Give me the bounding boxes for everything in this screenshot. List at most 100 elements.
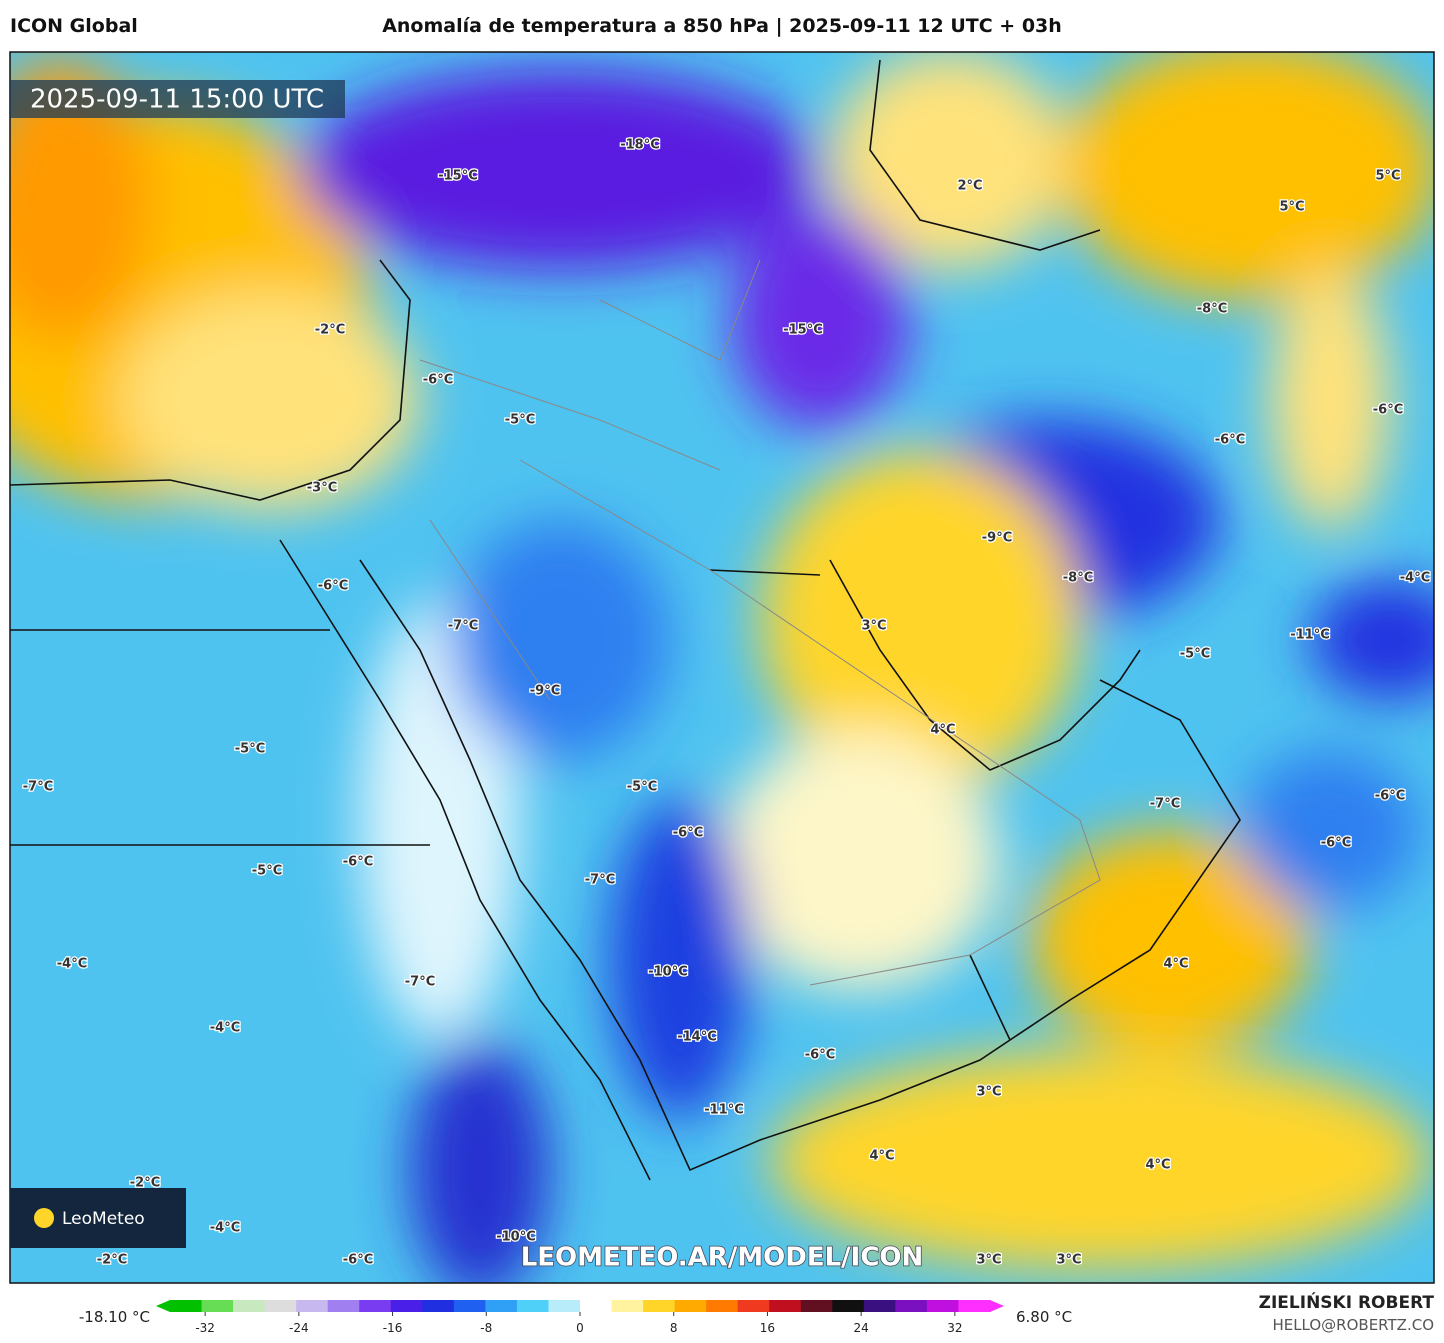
author: ZIELIŃSKI ROBERT: [1259, 1291, 1435, 1313]
colorbar-segment: [327, 1300, 360, 1312]
map-label: -6°C: [423, 373, 453, 388]
map-label: -6°C: [1321, 836, 1351, 851]
colorbar-segment: [706, 1300, 739, 1312]
map-label: -7°C: [405, 975, 435, 990]
map-label: -6°C: [1375, 789, 1405, 804]
map-label: -18°C: [620, 138, 660, 153]
map-label: -7°C: [585, 873, 615, 888]
colorbar-segment: [863, 1300, 896, 1312]
map-label: -8°C: [1197, 302, 1227, 317]
colorbar-segment: [264, 1300, 297, 1312]
colorbar-segment: [958, 1300, 991, 1312]
map-label: -5°C: [1180, 647, 1210, 662]
map-label: -5°C: [252, 864, 282, 879]
colorbar-segment: [453, 1300, 486, 1312]
map-label: 3°C: [976, 1253, 1001, 1268]
colorbar-max: 6.80 °C: [1016, 1308, 1072, 1326]
colorbar-segment: [800, 1300, 833, 1312]
colorbar-tick-label: 32: [947, 1321, 962, 1335]
map-label: 4°C: [1163, 957, 1188, 972]
map-label: 4°C: [930, 723, 955, 738]
map-label: -6°C: [318, 579, 348, 594]
colorbar-segment: [737, 1300, 770, 1312]
map-label: -6°C: [805, 1048, 835, 1063]
map-label: -15°C: [438, 169, 478, 184]
map-label: -11°C: [704, 1103, 744, 1118]
colorbar-segment: [580, 1300, 613, 1312]
map-label: 5°C: [1279, 200, 1304, 215]
colorbar-tick-label: -8: [480, 1321, 492, 1335]
colorbar-segment: [485, 1300, 518, 1312]
map-label: -8°C: [1063, 571, 1093, 586]
map-label: -4°C: [57, 957, 87, 972]
map-labels: -18°C -15°C 2°C 5°C 5°C -2°C -15°C -8°C -6°C -5°C…: [22, 136, 1432, 1269]
map-label: -9°C: [530, 684, 560, 699]
colorbar-segment: [516, 1300, 549, 1312]
colorbar-tick-label: 0: [576, 1321, 584, 1335]
colorbar-segment: [674, 1300, 707, 1312]
map-label: 5°C: [1375, 169, 1400, 184]
map-label: -6°C: [1373, 403, 1403, 418]
map-label: -7°C: [1150, 797, 1180, 812]
colorbar-segment: [233, 1300, 266, 1312]
map-label: -2°C: [97, 1253, 127, 1268]
map-label: 2°C: [957, 179, 982, 194]
colorbar-tick-label: -24: [289, 1321, 309, 1335]
colorbar-tick-label: 24: [854, 1321, 869, 1335]
map-label: -4°C: [210, 1221, 240, 1236]
logo-text: LeoMeteo: [62, 1209, 145, 1229]
colorbar-arrow-left: [156, 1300, 170, 1312]
colorbar-segment: [201, 1300, 234, 1312]
colorbar-tick-label: 16: [760, 1321, 775, 1335]
colorbar-segment: [170, 1300, 203, 1312]
map-label: -15°C: [783, 323, 823, 338]
colorbar-segment: [926, 1300, 959, 1312]
timestamp: 2025-09-11 15:00 UTC: [30, 85, 324, 115]
map-label: -6°C: [1215, 433, 1245, 448]
watermark: LEOMETEO.AR/MODEL/ICON: [521, 1243, 924, 1273]
map-frame: [9, 51, 1435, 1284]
map-label: -5°C: [235, 742, 265, 757]
colorbar-segment: [643, 1300, 676, 1312]
map-label: -5°C: [627, 780, 657, 795]
timestamp-box: [10, 80, 345, 118]
colorbar-segment: [422, 1300, 455, 1312]
map-label: -10°C: [496, 1230, 536, 1245]
colorbar-segment: [769, 1300, 802, 1312]
map-label: 4°C: [869, 1149, 894, 1164]
map-label: -2°C: [130, 1176, 160, 1191]
map: [10, 52, 1434, 1283]
map-label: 3°C: [861, 619, 886, 634]
colorbar: -32 -24 -16 -8 0 8 16 24 32: [156, 1300, 1004, 1335]
map-label: -7°C: [23, 780, 53, 795]
colorbar-segment: [390, 1300, 423, 1312]
map-label: -5°C: [505, 413, 535, 428]
map-label: 3°C: [976, 1085, 1001, 1100]
map-label: 3°C: [1056, 1253, 1081, 1268]
model-name: ICON Global: [10, 15, 138, 37]
map-label: -3°C: [307, 481, 337, 496]
map-label: -14°C: [677, 1030, 717, 1045]
colorbar-segment: [832, 1300, 865, 1312]
map-label: -6°C: [343, 1253, 373, 1268]
colorbar-segment: [296, 1300, 329, 1312]
map-label: -7°C: [448, 619, 478, 634]
map-title: Anomalía de temperatura a 850 hPa | 2025…: [382, 15, 1062, 37]
colorbar-tick-label: 8: [670, 1321, 678, 1335]
map-label: -4°C: [210, 1021, 240, 1036]
colorbar-segment: [895, 1300, 928, 1312]
map-label: -6°C: [673, 826, 703, 841]
colorbar-tick-label: -32: [195, 1321, 215, 1335]
colorbar-segment: [548, 1300, 581, 1312]
colorbar-min: -18.10 °C: [79, 1308, 150, 1326]
map-label: -11°C: [1290, 628, 1330, 643]
logo-sun: [34, 1208, 54, 1228]
email: HELLO@ROBERTZ.CO: [1272, 1316, 1434, 1334]
map-label: 4°C: [1145, 1158, 1170, 1173]
map-label: -2°C: [315, 323, 345, 338]
colorbar-segment: [359, 1300, 392, 1312]
colorbar-tick-label: -16: [383, 1321, 403, 1335]
map-label: -9°C: [982, 531, 1012, 546]
map-label: -4°C: [1400, 571, 1430, 586]
